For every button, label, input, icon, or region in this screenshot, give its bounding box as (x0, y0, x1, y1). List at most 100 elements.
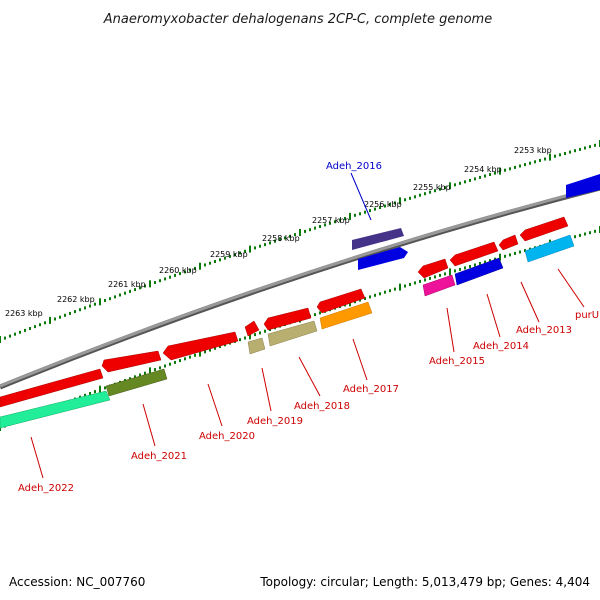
minor-tick (239, 338, 241, 342)
gene-forward[interactable] (566, 174, 600, 198)
minor-tick (324, 223, 326, 227)
minor-tick (309, 228, 311, 232)
minor-tick (414, 195, 416, 199)
gene-adeh-2017-b[interactable] (319, 301, 373, 330)
minor-tick (39, 323, 41, 327)
gene-label-reverse: purU (575, 310, 599, 321)
minor-tick (589, 231, 591, 235)
minor-tick (139, 286, 141, 290)
gene-adeh-2020[interactable] (162, 331, 239, 361)
minor-tick (304, 229, 306, 233)
minor-tick (444, 186, 446, 190)
minor-tick (314, 226, 316, 230)
minor-tick (34, 325, 36, 329)
minor-tick (579, 147, 581, 151)
gene-purU[interactable] (519, 216, 569, 242)
label-leader (142, 403, 156, 447)
minor-tick (9, 334, 11, 338)
minor-tick (54, 317, 56, 321)
minor-tick (154, 368, 156, 372)
minor-tick (154, 281, 156, 284)
minor-tick (84, 306, 86, 310)
major-tick (49, 316, 51, 324)
minor-tick (89, 304, 91, 308)
minor-tick (214, 346, 216, 350)
minor-tick (424, 192, 426, 196)
accession-text: Accession: NC_007760 (9, 575, 145, 589)
minor-tick (29, 327, 31, 330)
gene-adeh-2022[interactable] (0, 368, 104, 408)
minor-tick (329, 221, 331, 225)
minor-tick (169, 362, 171, 366)
minor-tick (564, 152, 566, 155)
minor-tick (89, 392, 91, 395)
major-tick (99, 298, 101, 306)
minor-tick (429, 276, 431, 280)
gene-forward[interactable] (358, 247, 408, 270)
gene-adeh-2014[interactable] (449, 241, 499, 267)
gene-adeh-2021[interactable] (101, 350, 162, 373)
minor-tick (79, 308, 81, 312)
minor-tick (4, 336, 6, 340)
minor-tick (569, 150, 571, 154)
minor-tick (229, 254, 231, 258)
scale-label: 2261 kbp (108, 280, 146, 289)
minor-tick (109, 297, 111, 301)
minor-tick (524, 249, 526, 253)
scale-label: 2253 kbp (514, 146, 552, 155)
minor-tick (284, 236, 286, 240)
gene-label-reverse: Adeh_2017 (343, 384, 399, 395)
minor-tick (439, 273, 441, 277)
minor-tick (359, 298, 361, 302)
minor-tick (544, 157, 546, 161)
label-leader (207, 383, 223, 427)
gene-adeh-2013-b[interactable] (524, 234, 575, 263)
minor-tick (19, 330, 21, 334)
minor-tick (504, 168, 506, 172)
minor-tick (419, 193, 421, 197)
gene-adeh-2014-b[interactable] (454, 257, 504, 286)
gene-adeh-2015[interactable] (417, 258, 449, 279)
minor-tick (454, 269, 456, 273)
minor-tick (254, 246, 256, 250)
minor-tick (194, 266, 196, 270)
gene-adeh-2019-b[interactable] (247, 337, 266, 355)
minor-tick (59, 315, 61, 319)
gene-adeh-2015-b[interactable] (422, 274, 456, 297)
minor-tick (584, 146, 586, 150)
minor-tick (464, 180, 466, 184)
minor-tick (169, 275, 171, 279)
scale-label: 2256 kbp (364, 200, 402, 209)
minor-tick (219, 258, 221, 262)
gene-label-reverse: Adeh_2015 (429, 356, 485, 367)
minor-tick (139, 373, 141, 377)
scale-label: 2254 kbp (464, 165, 502, 174)
minor-tick (494, 171, 496, 175)
major-tick (399, 283, 401, 291)
minor-tick (364, 210, 366, 214)
minor-tick (374, 207, 376, 211)
minor-tick (379, 206, 381, 209)
minor-tick (469, 178, 471, 182)
minor-tick (69, 311, 71, 315)
gene-adeh-2018[interactable] (263, 307, 312, 331)
major-tick (399, 197, 401, 205)
minor-tick (259, 244, 261, 248)
gene-adeh-2017[interactable] (316, 288, 366, 314)
gene-adeh-2018-b[interactable] (267, 320, 318, 347)
major-tick (449, 268, 451, 276)
gene-adeh-2022-b[interactable] (0, 390, 111, 429)
gene-adeh-2013[interactable] (498, 234, 519, 251)
minor-tick (119, 293, 121, 297)
minor-tick (484, 174, 486, 178)
gene-adeh-2019[interactable] (244, 320, 260, 337)
minor-tick (509, 253, 511, 257)
gene-adeh-2021-b[interactable] (105, 368, 168, 397)
map-title: Anaeromyxobacter dehalogenans 2CP-C, com… (103, 12, 492, 27)
minor-tick (184, 357, 186, 361)
minor-tick (394, 201, 396, 205)
minor-tick (339, 218, 341, 222)
gene-adeh-2016[interactable] (352, 228, 404, 250)
